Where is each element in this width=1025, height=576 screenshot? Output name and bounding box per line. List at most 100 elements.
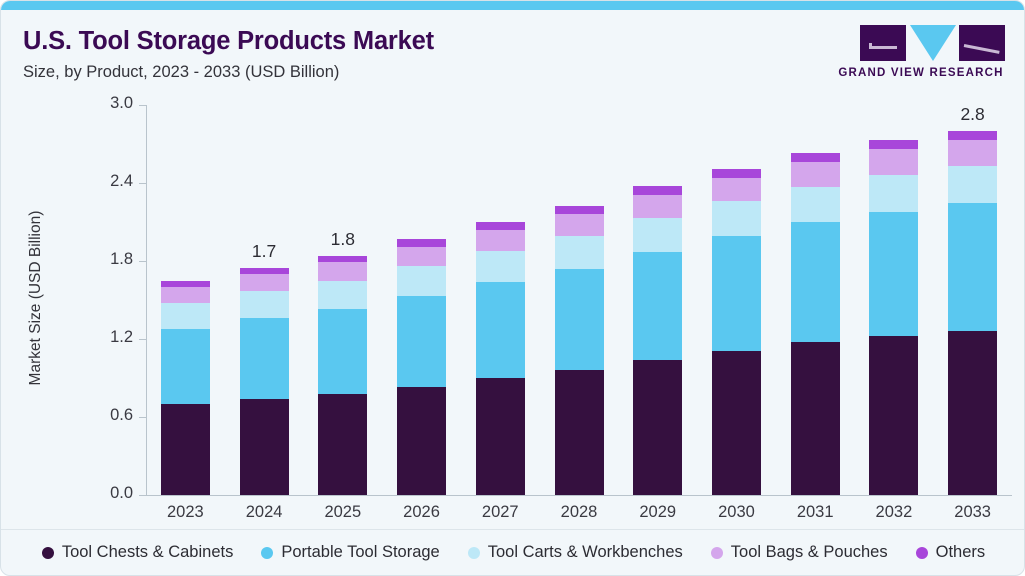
x-axis-tick-label: 2032: [875, 503, 913, 521]
bar-segment[interactable]: [554, 268, 604, 371]
stacked-bar[interactable]: [475, 222, 525, 495]
stacked-bar[interactable]: [318, 255, 368, 495]
bar-segment[interactable]: [633, 359, 683, 495]
bar-segment[interactable]: [239, 274, 289, 291]
legend-label: Tool Bags & Pouches: [730, 543, 888, 561]
accent-top-bar: [1, 1, 1024, 10]
legend-item[interactable]: Tool Bags & Pouches: [710, 543, 888, 562]
bar-segment[interactable]: [633, 251, 683, 360]
bar-segment[interactable]: [948, 331, 998, 495]
y-axis-tick-label: 1.8: [110, 250, 133, 268]
bar-segment[interactable]: [948, 166, 998, 203]
bar-segment[interactable]: [475, 222, 525, 230]
bar-segment[interactable]: [397, 387, 447, 495]
bar-segment[interactable]: [318, 309, 368, 394]
bar-segment[interactable]: [869, 175, 919, 212]
bar-segment[interactable]: [475, 250, 525, 282]
bar-segment[interactable]: [948, 140, 998, 167]
legend-item[interactable]: Others: [915, 543, 986, 562]
legend-swatch-icon: [467, 546, 480, 559]
stacked-bar[interactable]: [633, 185, 683, 495]
bar-segment[interactable]: [239, 290, 289, 319]
x-axis-tick-label: 2027: [481, 503, 519, 521]
bar-segment[interactable]: [711, 201, 761, 237]
x-axis-tick-label: 2026: [403, 503, 440, 521]
bar-segment[interactable]: [397, 238, 447, 247]
x-axis-tick-label: 2029: [639, 503, 677, 521]
bar-segment[interactable]: [869, 140, 919, 150]
legend-label: Others: [935, 543, 986, 561]
bar-segment[interactable]: [239, 398, 289, 495]
bar-segment[interactable]: [318, 255, 368, 263]
bar-segment[interactable]: [160, 287, 210, 303]
legend-label: Tool Carts & Workbenches: [487, 543, 683, 561]
bar-segment[interactable]: [711, 168, 761, 178]
bar-segment[interactable]: [318, 393, 368, 495]
bar-segment[interactable]: [160, 302, 210, 329]
bar-segment[interactable]: [318, 280, 368, 310]
bar-segment[interactable]: [869, 336, 919, 495]
page-subtitle: Size, by Product, 2023 - 2033 (USD Billi…: [23, 63, 340, 81]
y-axis-tick-mark: [139, 183, 146, 184]
x-axis-tick-label: 2024: [245, 503, 283, 521]
bar-segment[interactable]: [160, 328, 210, 404]
y-axis-tick-label: 1.2: [110, 328, 133, 346]
bar-segment[interactable]: [948, 202, 998, 332]
bar-segment[interactable]: [790, 153, 840, 163]
bar-segment[interactable]: [554, 206, 604, 215]
logo-g-tick-icon: [869, 43, 872, 49]
legend-label: Portable Tool Storage: [281, 543, 440, 561]
chart-legend: Tool Chests & Cabinets Portable Tool Stor…: [1, 529, 1024, 575]
x-axis-tick-label: 2031: [796, 503, 834, 521]
bar-segment[interactable]: [554, 370, 604, 495]
bar-segment[interactable]: [790, 162, 840, 187]
bar-segment[interactable]: [397, 296, 447, 388]
bar-segment[interactable]: [711, 177, 761, 202]
bar-segment[interactable]: [790, 341, 840, 495]
y-axis-tick-mark: [139, 105, 146, 106]
bar-segment[interactable]: [318, 262, 368, 281]
y-axis-tick-mark: [139, 339, 146, 340]
stacked-bar[interactable]: [160, 280, 210, 495]
stacked-bar[interactable]: [869, 140, 919, 495]
bar-segment[interactable]: [475, 378, 525, 495]
stacked-bar-chart: Market Size (USD Billion) 0.0 0.6 1.2 1.8 2.…: [1, 94, 1024, 531]
bar-segment[interactable]: [948, 131, 998, 141]
legend-swatch-icon: [915, 546, 928, 559]
bar-segment[interactable]: [790, 222, 840, 342]
y-axis-tick-mark: [139, 495, 146, 496]
y-axis-tick-label: 3.0: [110, 94, 133, 112]
bar-segment[interactable]: [475, 281, 525, 378]
x-axis-tick-label: 2033: [954, 503, 991, 521]
stacked-bar[interactable]: [711, 168, 761, 495]
bar-segment[interactable]: [790, 186, 840, 222]
stacked-bar[interactable]: [397, 238, 447, 495]
x-axis-tick-label: 2023: [167, 503, 204, 521]
bar-segment[interactable]: [239, 267, 289, 274]
stacked-bar[interactable]: [554, 206, 604, 495]
bar-segment[interactable]: [711, 236, 761, 351]
bar-segment[interactable]: [633, 218, 683, 252]
stacked-bar[interactable]: [948, 131, 998, 495]
logo-g-slot-icon: [869, 46, 897, 49]
stacked-bar[interactable]: [790, 153, 840, 495]
bar-segment[interactable]: [160, 404, 210, 495]
bar-segment[interactable]: [711, 350, 761, 495]
bar-segment[interactable]: [397, 266, 447, 297]
x-axis-tick-label: 2028: [560, 503, 598, 521]
bar-segment[interactable]: [475, 229, 525, 251]
bar-segment[interactable]: [869, 211, 919, 337]
legend-item[interactable]: Tool Carts & Workbenches: [467, 543, 683, 562]
stacked-bar[interactable]: [239, 267, 289, 495]
legend-item[interactable]: Tool Chests & Cabinets: [41, 543, 233, 562]
bar-segment[interactable]: [160, 280, 210, 287]
bar-segment[interactable]: [397, 246, 447, 267]
bar-segment[interactable]: [239, 318, 289, 399]
legend-item[interactable]: Portable Tool Storage: [261, 543, 440, 562]
bar-segment[interactable]: [869, 149, 919, 176]
bar-segment[interactable]: [554, 236, 604, 269]
bar-segment[interactable]: [633, 185, 683, 195]
bar-segment[interactable]: [633, 194, 683, 219]
bar-segment[interactable]: [554, 214, 604, 237]
